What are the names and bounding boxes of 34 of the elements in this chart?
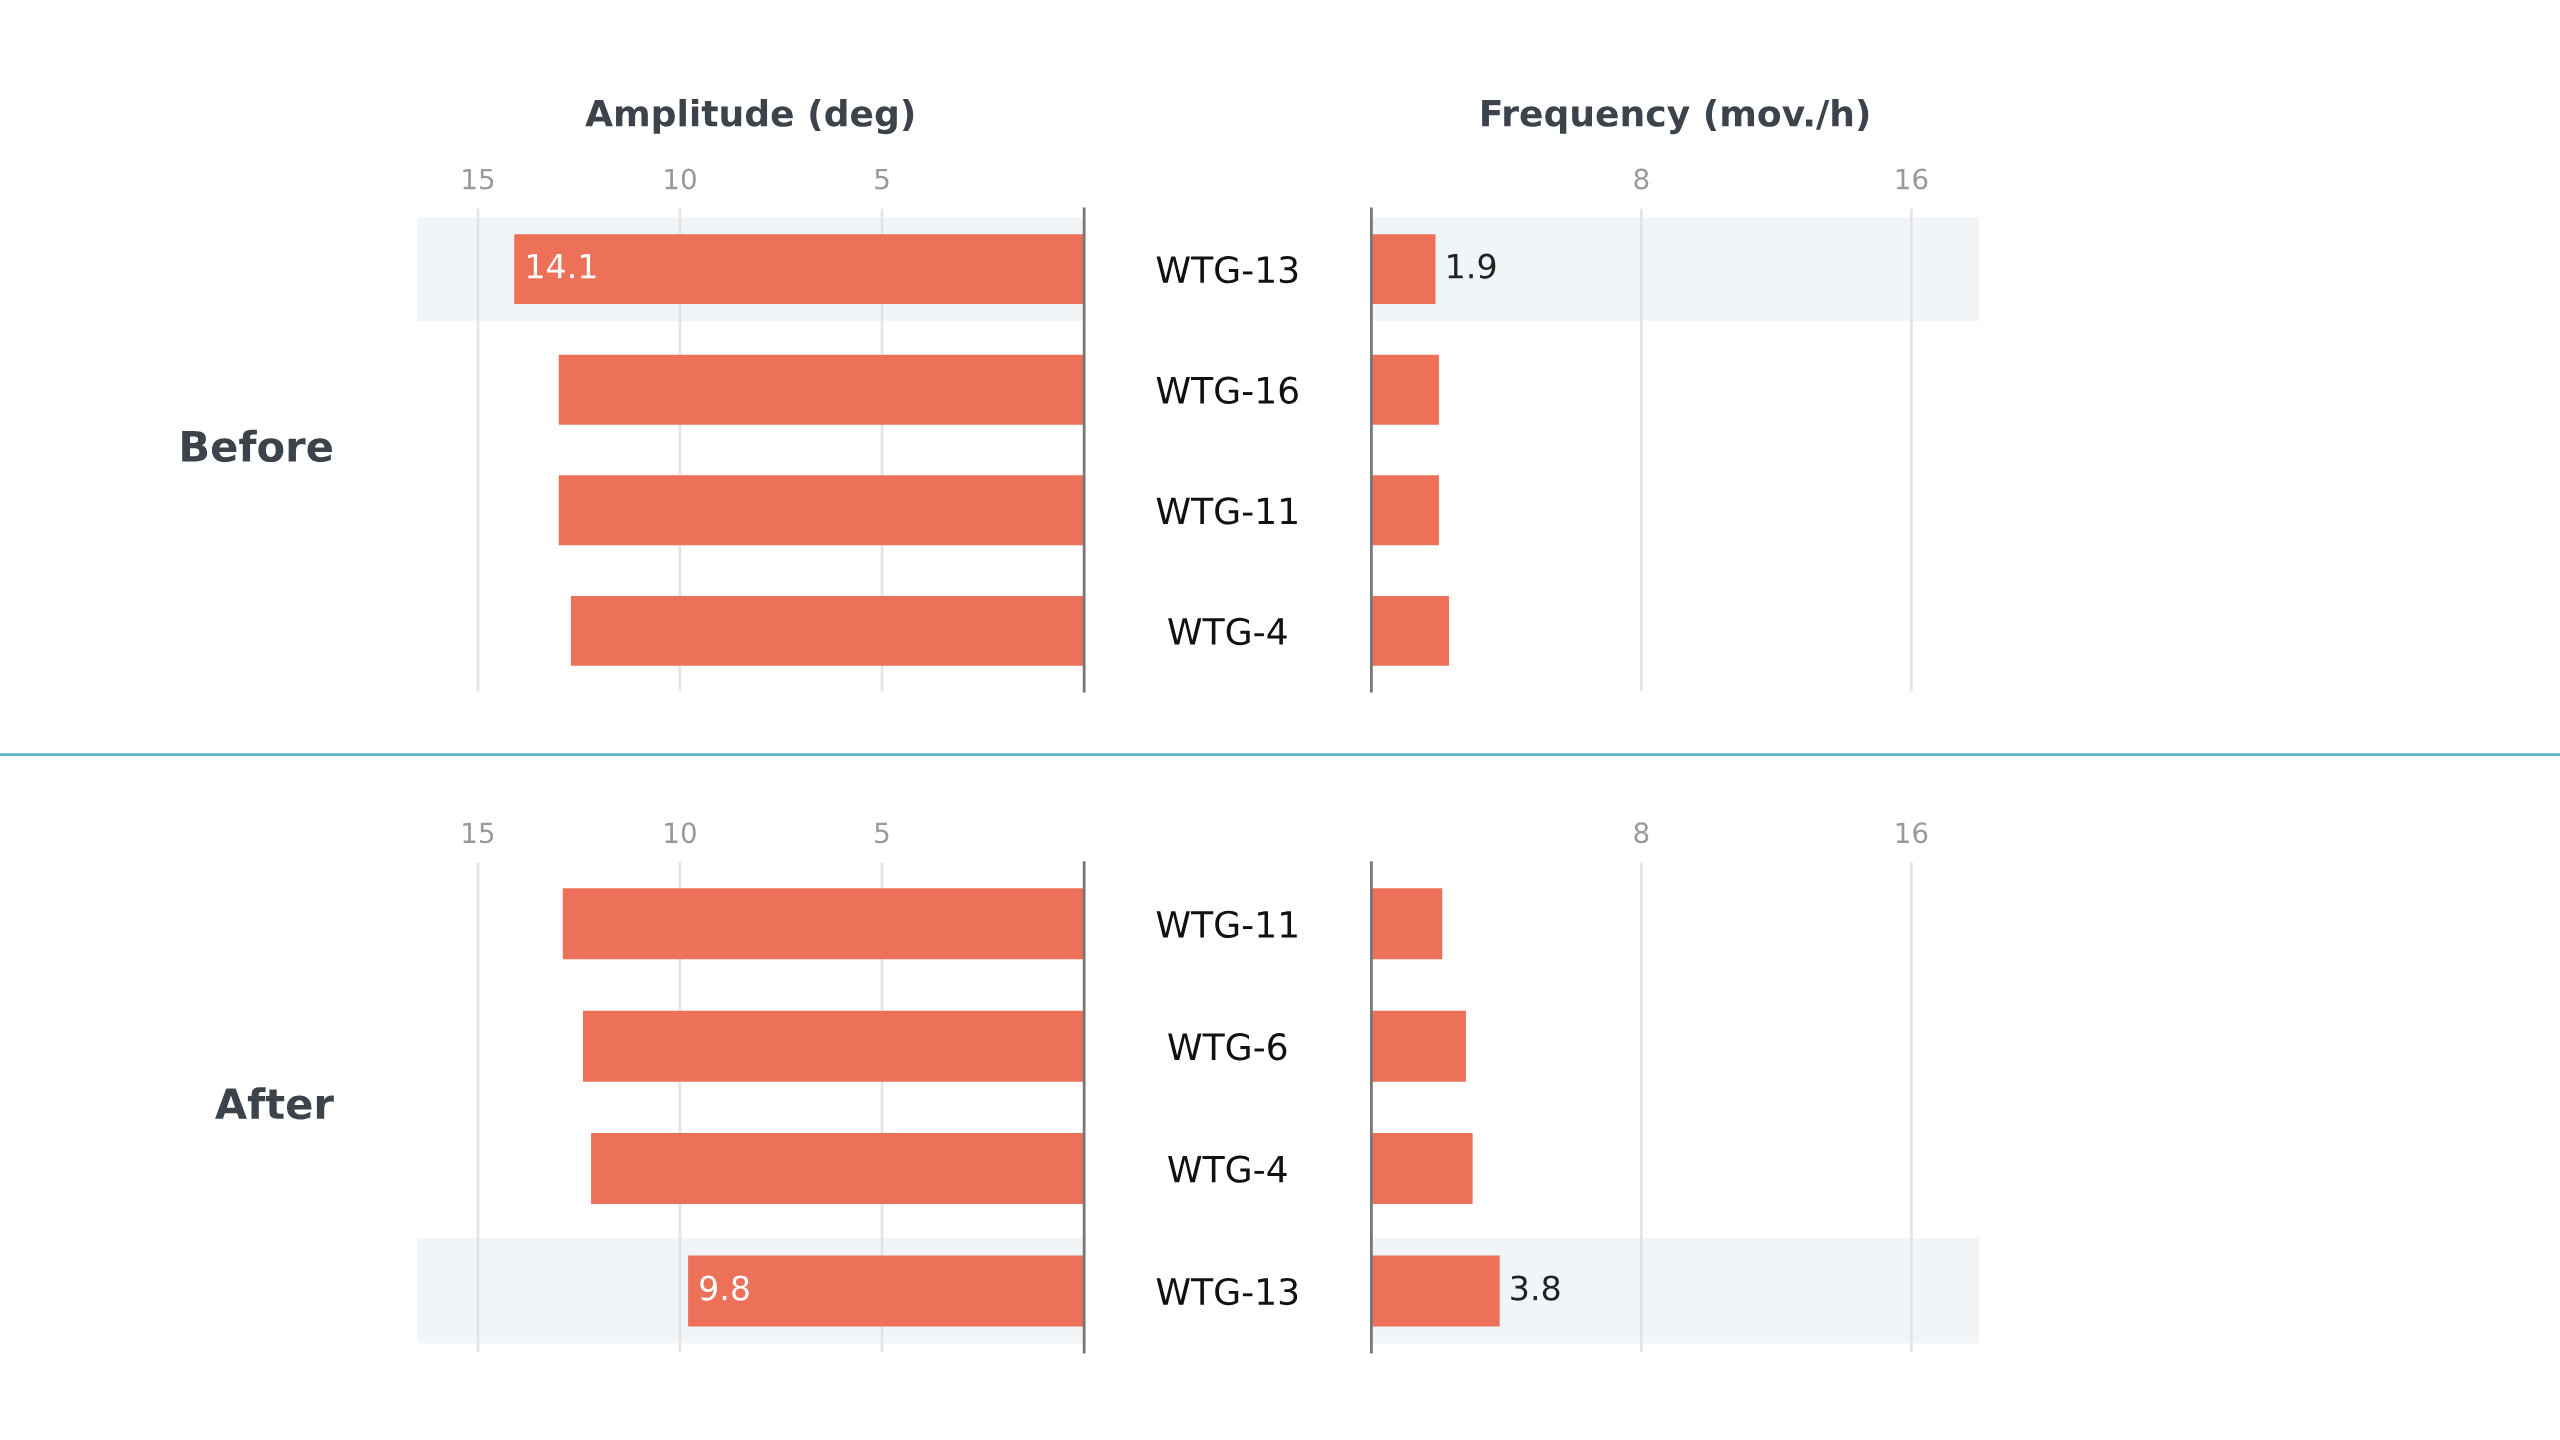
data-label: 3.8 (1511, 1275, 1560, 1301)
x-tick-label: 5 (875, 168, 889, 190)
y-tick-label: WTG-11 (1156, 910, 1297, 938)
y-tick-label: WTG-16 (1156, 376, 1298, 404)
x-axis-title: Amplitude (deg) (585, 98, 914, 135)
bar (1371, 1010, 1466, 1082)
y-tick-label: WTG-11 (1156, 497, 1297, 525)
y-tick-label: WTG-4 (1168, 617, 1287, 646)
bar (1371, 1133, 1473, 1205)
x-tick-label: 15 (463, 168, 494, 190)
x-tick-label: 5 (875, 822, 889, 844)
x-tick-label: 15 (463, 822, 494, 844)
y-tick-label: WTG-13 (1156, 256, 1298, 284)
x-tick-label: 16 (1896, 822, 1928, 844)
y-tick-label: WTG-6 (1168, 1033, 1287, 1061)
bar (562, 888, 1085, 960)
x-tick-label: 10 (665, 168, 696, 190)
y-axis-title: After (215, 1087, 334, 1120)
x-tick-label: 8 (1634, 822, 1649, 844)
y-axis-title: Before (182, 429, 332, 463)
data-label: 1.9 (1448, 253, 1496, 279)
data-label: 9.8 (700, 1275, 749, 1301)
y-tick-label: WTG-13 (1156, 1277, 1298, 1306)
data-label: 14.1 (527, 254, 596, 279)
x-axis-title: Frequency (mov./h) (1482, 98, 1869, 135)
x-tick-label: 16 (1896, 168, 1928, 190)
bar (1371, 1255, 1500, 1327)
y-tick-label: WTG-4 (1168, 1155, 1287, 1183)
bar (582, 1010, 1085, 1082)
bar (1371, 888, 1443, 960)
bar (688, 1255, 1085, 1327)
x-tick-label: 8 (1634, 168, 1649, 190)
x-tick-label: 10 (665, 822, 696, 844)
bar (591, 1133, 1085, 1205)
